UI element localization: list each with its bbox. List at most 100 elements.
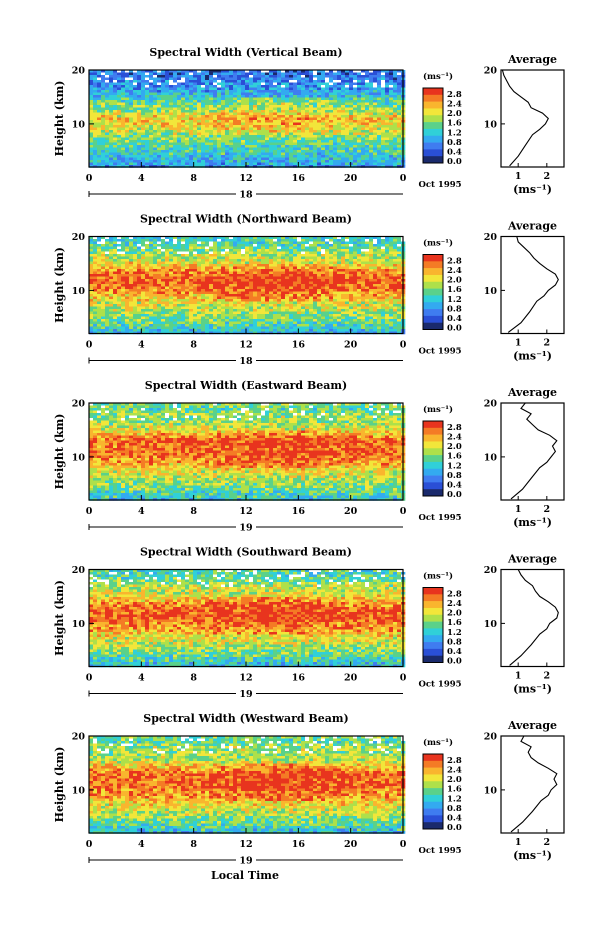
heatmap-cell xyxy=(121,143,125,146)
heatmap-cell xyxy=(229,88,233,91)
heatmap-cell xyxy=(101,125,105,128)
heatmap-cell xyxy=(385,274,389,277)
heatmap-cell xyxy=(369,262,373,265)
heatmap-cell xyxy=(213,145,217,148)
heatmap-cell xyxy=(161,252,165,255)
heatmap-cell xyxy=(173,90,177,93)
heatmap-cell xyxy=(149,262,153,265)
heatmap-cell xyxy=(173,73,177,76)
heatmap-cell xyxy=(189,75,193,78)
heatmap-cell xyxy=(145,110,149,113)
heatmap-cell xyxy=(301,75,305,78)
heatmap-cell xyxy=(277,100,281,103)
heatmap-cell xyxy=(117,267,121,270)
heatmap-cell xyxy=(273,135,277,138)
heatmap-cell xyxy=(165,113,169,116)
heatmap-cell xyxy=(245,85,249,88)
heatmap-cell xyxy=(373,140,377,143)
heatmap-cell xyxy=(137,145,141,148)
heatmap-cell xyxy=(181,135,185,138)
heatmap-cell xyxy=(101,120,105,123)
heatmap-cell xyxy=(181,133,185,136)
heatmap-cell xyxy=(345,88,349,91)
heatmap-cell xyxy=(173,244,177,247)
heatmap-cell xyxy=(357,115,361,118)
heatmap-cell xyxy=(197,78,201,81)
heatmap-cell xyxy=(269,123,273,126)
heatmap-cell xyxy=(105,160,109,163)
heatmap-cell xyxy=(261,100,265,103)
heatmap-cell xyxy=(277,103,281,106)
heatmap-cell xyxy=(241,272,245,275)
heatmap-cell xyxy=(157,133,161,136)
heatmap-cell xyxy=(317,83,321,86)
heatmap-cell xyxy=(213,160,217,163)
heatmap-cell xyxy=(357,125,361,128)
heatmap-cell xyxy=(101,123,105,126)
heatmap-cell xyxy=(121,108,125,111)
heatmap-cell xyxy=(129,80,133,83)
heatmap-cell xyxy=(165,123,169,126)
heatmap-cell xyxy=(101,257,105,260)
heatmap-cell xyxy=(189,267,193,270)
heatmap-cell xyxy=(273,93,277,96)
heatmap-cell xyxy=(165,247,169,250)
heatmap-cell xyxy=(381,73,385,76)
heatmap-cell xyxy=(345,100,349,103)
heatmap-cell xyxy=(201,118,205,121)
heatmap-cell xyxy=(157,294,161,297)
heatmap-cell xyxy=(221,257,225,260)
heatmap-cell xyxy=(241,125,245,128)
heatmap-cell xyxy=(113,289,117,292)
heatmap-cell xyxy=(309,289,313,292)
heatmap-cell xyxy=(261,115,265,118)
heatmap-cell xyxy=(285,284,289,287)
heatmap-cell xyxy=(217,108,221,111)
heatmap-cell xyxy=(101,163,105,166)
heatmap-cell xyxy=(149,143,153,146)
heatmap-cell xyxy=(353,282,357,285)
heatmap-cell xyxy=(349,150,353,153)
heatmap-cell xyxy=(345,282,349,285)
heatmap-cell xyxy=(121,284,125,287)
heatmap-cell xyxy=(385,262,389,265)
heatmap-cell xyxy=(369,289,373,292)
heatmap-cell xyxy=(205,259,209,262)
heatmap-cell xyxy=(161,95,165,98)
heatmap-cell xyxy=(145,98,149,101)
heatmap-cell xyxy=(293,287,297,290)
heatmap-cell xyxy=(305,98,309,101)
heatmap-cell xyxy=(117,244,121,247)
heatmap-cell xyxy=(109,120,113,123)
heatmap-cell xyxy=(169,78,173,81)
heatmap-cell xyxy=(281,292,285,295)
heatmap-cell xyxy=(353,108,357,111)
heatmap-cell xyxy=(129,73,133,76)
heatmap-cell xyxy=(369,272,373,275)
heatmap-cell xyxy=(393,135,397,138)
heatmap-cell xyxy=(229,105,233,108)
heatmap-cell xyxy=(221,90,225,93)
heatmap-cell xyxy=(121,120,125,123)
heatmap-cell xyxy=(141,158,145,161)
heatmap-cell xyxy=(125,289,129,292)
heatmap-cell xyxy=(257,115,261,118)
heatmap-cell xyxy=(125,274,129,277)
heatmap-cell xyxy=(121,257,125,260)
heatmap-cell xyxy=(305,244,309,247)
heatmap-cell xyxy=(305,118,309,121)
heatmap-cell xyxy=(385,267,389,270)
heatmap-cell xyxy=(213,118,217,121)
heatmap-cell xyxy=(161,289,165,292)
heatmap-cell xyxy=(145,100,149,103)
heatmap-cell xyxy=(161,78,165,81)
heatmap-cell xyxy=(313,125,317,128)
heatmap-cell xyxy=(149,249,153,252)
heatmap-cell xyxy=(325,113,329,116)
heatmap-cell xyxy=(221,113,225,116)
heatmap-cell xyxy=(241,274,245,277)
heatmap-cell xyxy=(165,128,169,131)
heatmap-cell xyxy=(297,98,301,101)
heatmap-cell xyxy=(101,90,105,93)
heatmap-cell xyxy=(337,128,341,131)
